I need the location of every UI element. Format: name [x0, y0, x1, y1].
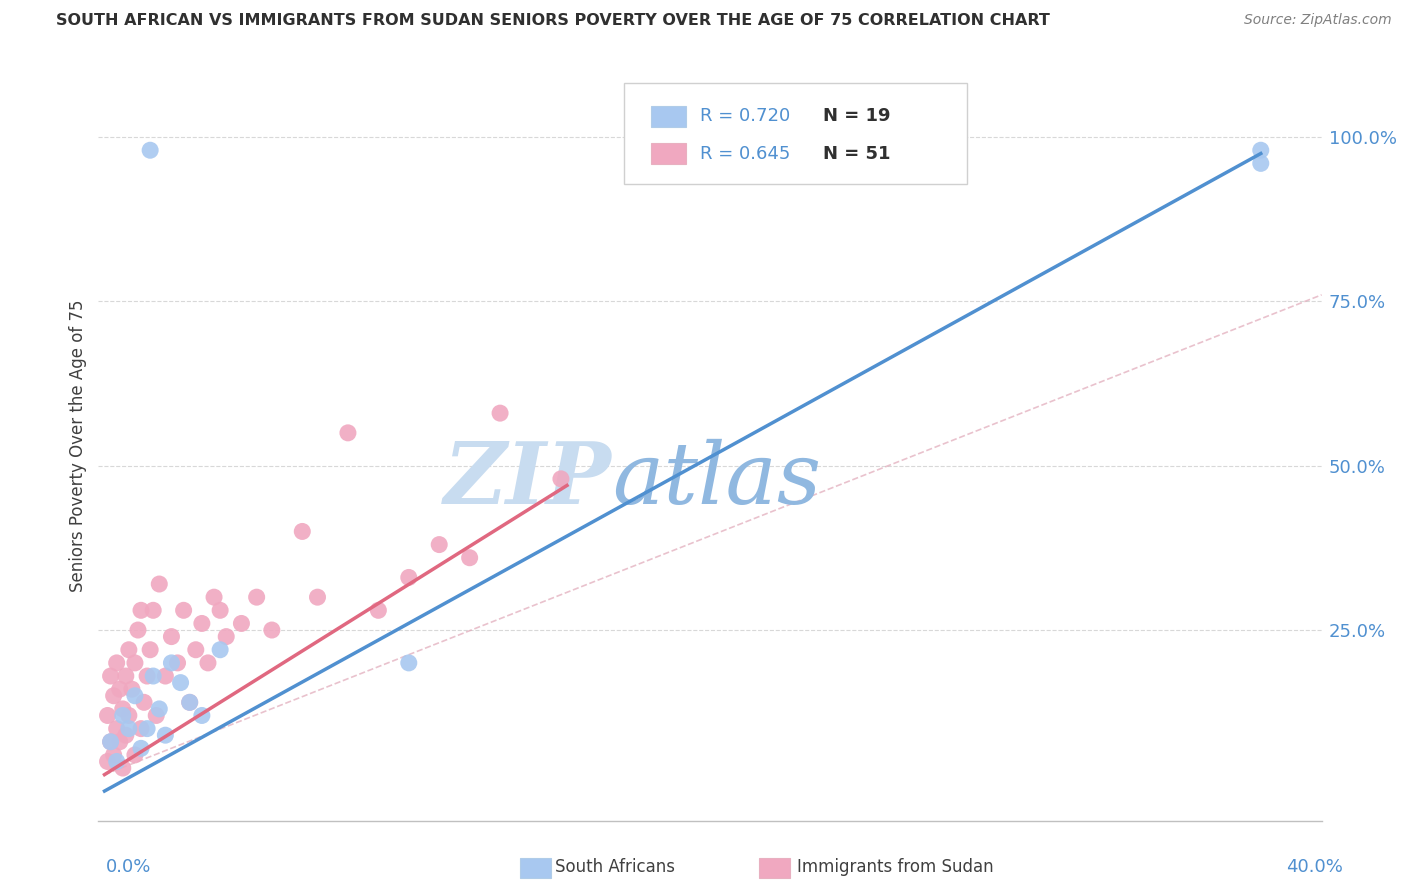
Point	[145, 708, 167, 723]
Point	[367, 603, 389, 617]
Text: N = 51: N = 51	[823, 145, 890, 162]
Point	[191, 708, 214, 723]
Point	[458, 550, 481, 565]
Text: Immigrants from Sudan: Immigrants from Sudan	[797, 858, 994, 876]
Point	[179, 695, 201, 709]
Point	[136, 669, 159, 683]
Text: 40.0%: 40.0%	[1286, 858, 1343, 876]
Point	[114, 728, 136, 742]
Point	[148, 702, 170, 716]
Point	[184, 642, 207, 657]
Point	[1250, 143, 1272, 157]
FancyBboxPatch shape	[624, 83, 967, 184]
Point	[103, 747, 125, 762]
Point	[127, 623, 149, 637]
Point	[173, 603, 195, 617]
Point	[105, 722, 128, 736]
Text: R = 0.645: R = 0.645	[700, 145, 790, 162]
Point	[155, 669, 177, 683]
Point	[489, 406, 512, 420]
Point	[550, 472, 572, 486]
Point	[169, 675, 191, 690]
Point	[108, 735, 131, 749]
Point	[136, 722, 159, 736]
Point	[100, 735, 122, 749]
Text: ZIP: ZIP	[444, 438, 612, 522]
Point	[105, 656, 128, 670]
Point	[118, 722, 141, 736]
Point	[114, 669, 136, 683]
Point	[124, 747, 146, 762]
Point	[307, 590, 329, 604]
Point	[291, 524, 314, 539]
Text: Source: ZipAtlas.com: Source: ZipAtlas.com	[1244, 13, 1392, 28]
Point	[1250, 156, 1272, 170]
Point	[139, 143, 162, 157]
Point	[202, 590, 225, 604]
Point	[191, 616, 214, 631]
Point	[166, 656, 188, 670]
Point	[118, 642, 141, 657]
Point	[96, 755, 118, 769]
Point	[111, 708, 134, 723]
Point	[129, 741, 152, 756]
Point	[148, 577, 170, 591]
Point	[398, 570, 420, 584]
Point	[209, 642, 232, 657]
Text: SOUTH AFRICAN VS IMMIGRANTS FROM SUDAN SENIORS POVERTY OVER THE AGE OF 75 CORREL: SOUTH AFRICAN VS IMMIGRANTS FROM SUDAN S…	[56, 13, 1050, 29]
Text: R = 0.720: R = 0.720	[700, 107, 790, 125]
Point	[100, 735, 122, 749]
FancyBboxPatch shape	[651, 106, 686, 127]
Point	[121, 682, 143, 697]
Point	[108, 682, 131, 697]
Point	[160, 656, 183, 670]
Point	[132, 695, 155, 709]
Point	[231, 616, 253, 631]
Point	[142, 603, 165, 617]
Point	[260, 623, 283, 637]
Point	[124, 689, 146, 703]
Text: atlas: atlas	[612, 438, 821, 521]
Point	[129, 722, 152, 736]
Point	[209, 603, 232, 617]
Text: 0.0%: 0.0%	[105, 858, 150, 876]
Point	[124, 656, 146, 670]
FancyBboxPatch shape	[651, 144, 686, 164]
Point	[179, 695, 201, 709]
Point	[215, 630, 238, 644]
Y-axis label: Seniors Poverty Over the Age of 75: Seniors Poverty Over the Age of 75	[69, 300, 87, 592]
Text: South Africans: South Africans	[555, 858, 675, 876]
Text: N = 19: N = 19	[823, 107, 890, 125]
Point	[105, 755, 128, 769]
Point	[100, 669, 122, 683]
Point	[129, 603, 152, 617]
Point	[155, 728, 177, 742]
Point	[142, 669, 165, 683]
Point	[160, 630, 183, 644]
Point	[398, 656, 420, 670]
Point	[427, 538, 450, 552]
Point	[111, 761, 134, 775]
Point	[111, 702, 134, 716]
Point	[246, 590, 269, 604]
Point	[96, 708, 118, 723]
Point	[336, 425, 359, 440]
Point	[139, 642, 162, 657]
Point	[103, 689, 125, 703]
Point	[118, 708, 141, 723]
Point	[197, 656, 219, 670]
